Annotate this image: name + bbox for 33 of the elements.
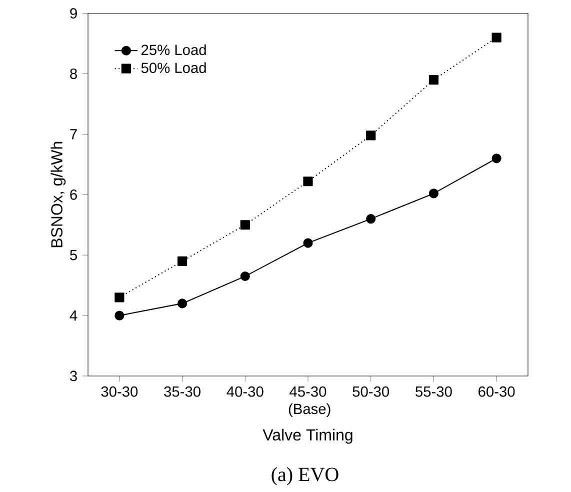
point (492, 154, 502, 164)
x-tick-label: 60-30 (478, 386, 515, 397)
point (240, 271, 250, 282)
x-tick-label: 50-30 (352, 386, 390, 397)
y-tick-label: 8 (70, 68, 77, 79)
y-tick-label: 7 (70, 129, 77, 140)
point (492, 32, 502, 42)
y-tick-label: 5 (70, 250, 77, 260)
y-axis-title: BSNOx, g/kWh (50, 142, 66, 248)
point (366, 130, 376, 140)
x-tick-label: 35-30 (164, 386, 200, 397)
x-tick-label: 30-30 (101, 386, 138, 397)
point (303, 238, 313, 248)
point (428, 75, 439, 85)
y-tick-label: 6 (70, 189, 77, 200)
point (428, 188, 439, 198)
point (240, 220, 250, 230)
point (366, 214, 376, 224)
x-tick-label: 40-30 (226, 386, 264, 397)
x-tick-label: 45-30 (Base) (288, 386, 330, 417)
x-tick-label: 55-30 (416, 386, 452, 397)
point (114, 292, 124, 302)
legend-label: 25% Load (142, 44, 206, 56)
text: (a) EVO (272, 467, 338, 486)
y-tick-label: 9 (70, 8, 77, 19)
point (177, 256, 188, 266)
y-tick-label: 3 (70, 370, 77, 382)
point (177, 298, 188, 308)
point (114, 310, 124, 320)
legend-label: 50% Load (141, 62, 206, 74)
point (303, 176, 313, 186)
x-axis-title: Valve Timing (262, 428, 352, 444)
y-tick-label: 4 (70, 310, 78, 321)
